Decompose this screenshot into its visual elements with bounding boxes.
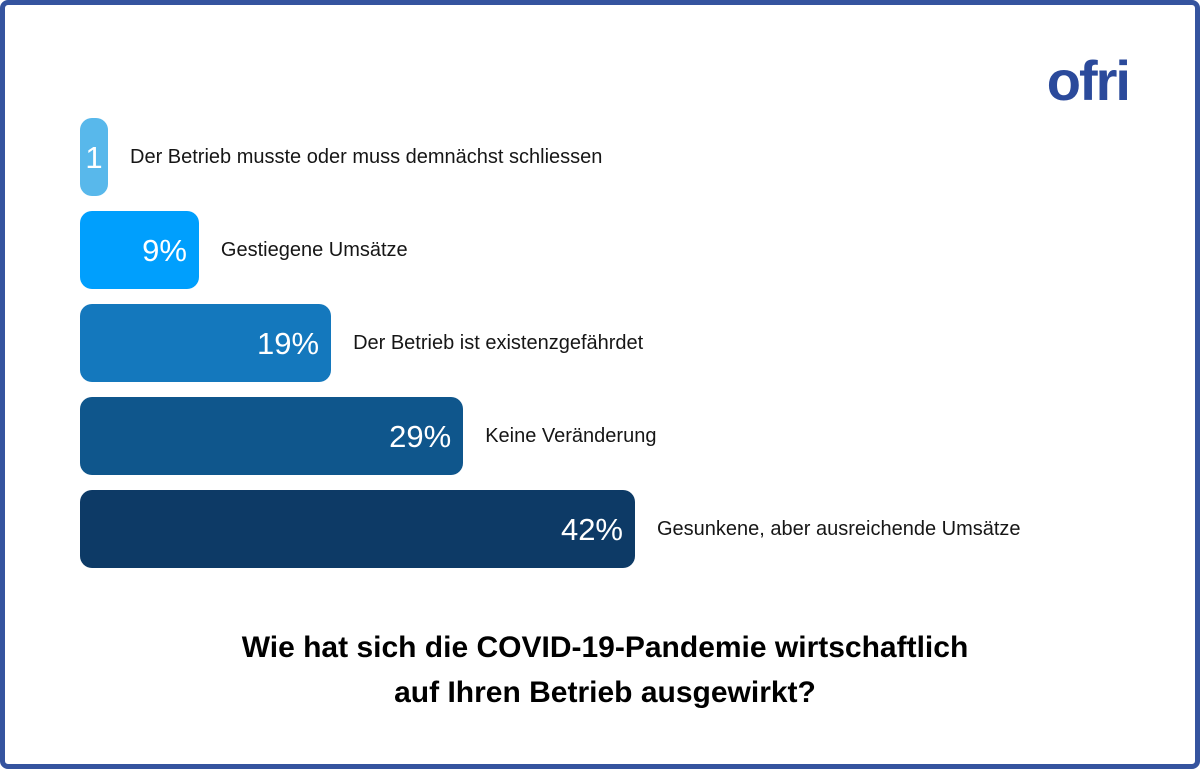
bar-value-label: 9% — [142, 232, 187, 268]
chart-title-line1: Wie hat sich die COVID-19-Pandemie wirts… — [241, 631, 969, 664]
bar-category-label: Gestiegene Umsätze — [220, 238, 408, 261]
bar-category-label: Der Betrieb musste oder muss demnächst s… — [130, 145, 603, 168]
bar-category-label: Der Betrieb ist existenzgefährdet — [353, 331, 644, 354]
bar: 42% — [80, 490, 635, 568]
bar-row: 19% Der Betrieb ist existenzgefährdet — [80, 304, 1130, 382]
chart-title: Wie hat sich die COVID-19-Pandemie wirts… — [5, 625, 1195, 715]
bar-category-label: Gesunkene, aber ausreichende Umsätze — [657, 517, 1021, 540]
bar-chart: 1 Der Betrieb musste oder muss demnächst … — [80, 118, 1130, 583]
bar-row: 29% Keine Veränderung — [80, 397, 1130, 475]
bar-value-label: 29% — [389, 418, 452, 454]
bar-row: 9% Gestiegene Umsätze — [80, 211, 1130, 289]
chart-title-line2: auf Ihren Betrieb ausgewirkt? — [394, 676, 816, 709]
bar-row: 1 Der Betrieb musste oder muss demnächst … — [80, 118, 1130, 196]
bar-row: 42% Gesunkene, aber ausreichende Umsätze — [80, 490, 1130, 568]
bar: 1 — [80, 118, 108, 196]
bar: 29% — [80, 397, 464, 475]
bar-value-label: 19% — [257, 325, 320, 361]
bar: 19% — [80, 304, 332, 382]
bar: 9% — [80, 211, 199, 289]
bar-category-label: Keine Veränderung — [485, 424, 657, 447]
bar-value-label: 42% — [560, 511, 623, 547]
bar-value-label: 1 — [85, 139, 103, 175]
ofri-logo: ofri — [1046, 49, 1131, 112]
